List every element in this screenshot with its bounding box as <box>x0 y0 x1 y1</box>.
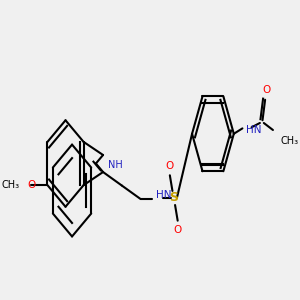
Text: HN: HN <box>156 190 172 200</box>
Text: CH₃: CH₃ <box>2 180 20 190</box>
Text: NH: NH <box>108 160 122 170</box>
Text: S: S <box>169 191 178 205</box>
Text: HN: HN <box>246 125 261 135</box>
Text: O: O <box>28 180 36 190</box>
Text: O: O <box>166 160 174 170</box>
Text: O: O <box>262 85 271 95</box>
Text: CH₃: CH₃ <box>281 136 299 146</box>
Text: O: O <box>173 225 182 236</box>
